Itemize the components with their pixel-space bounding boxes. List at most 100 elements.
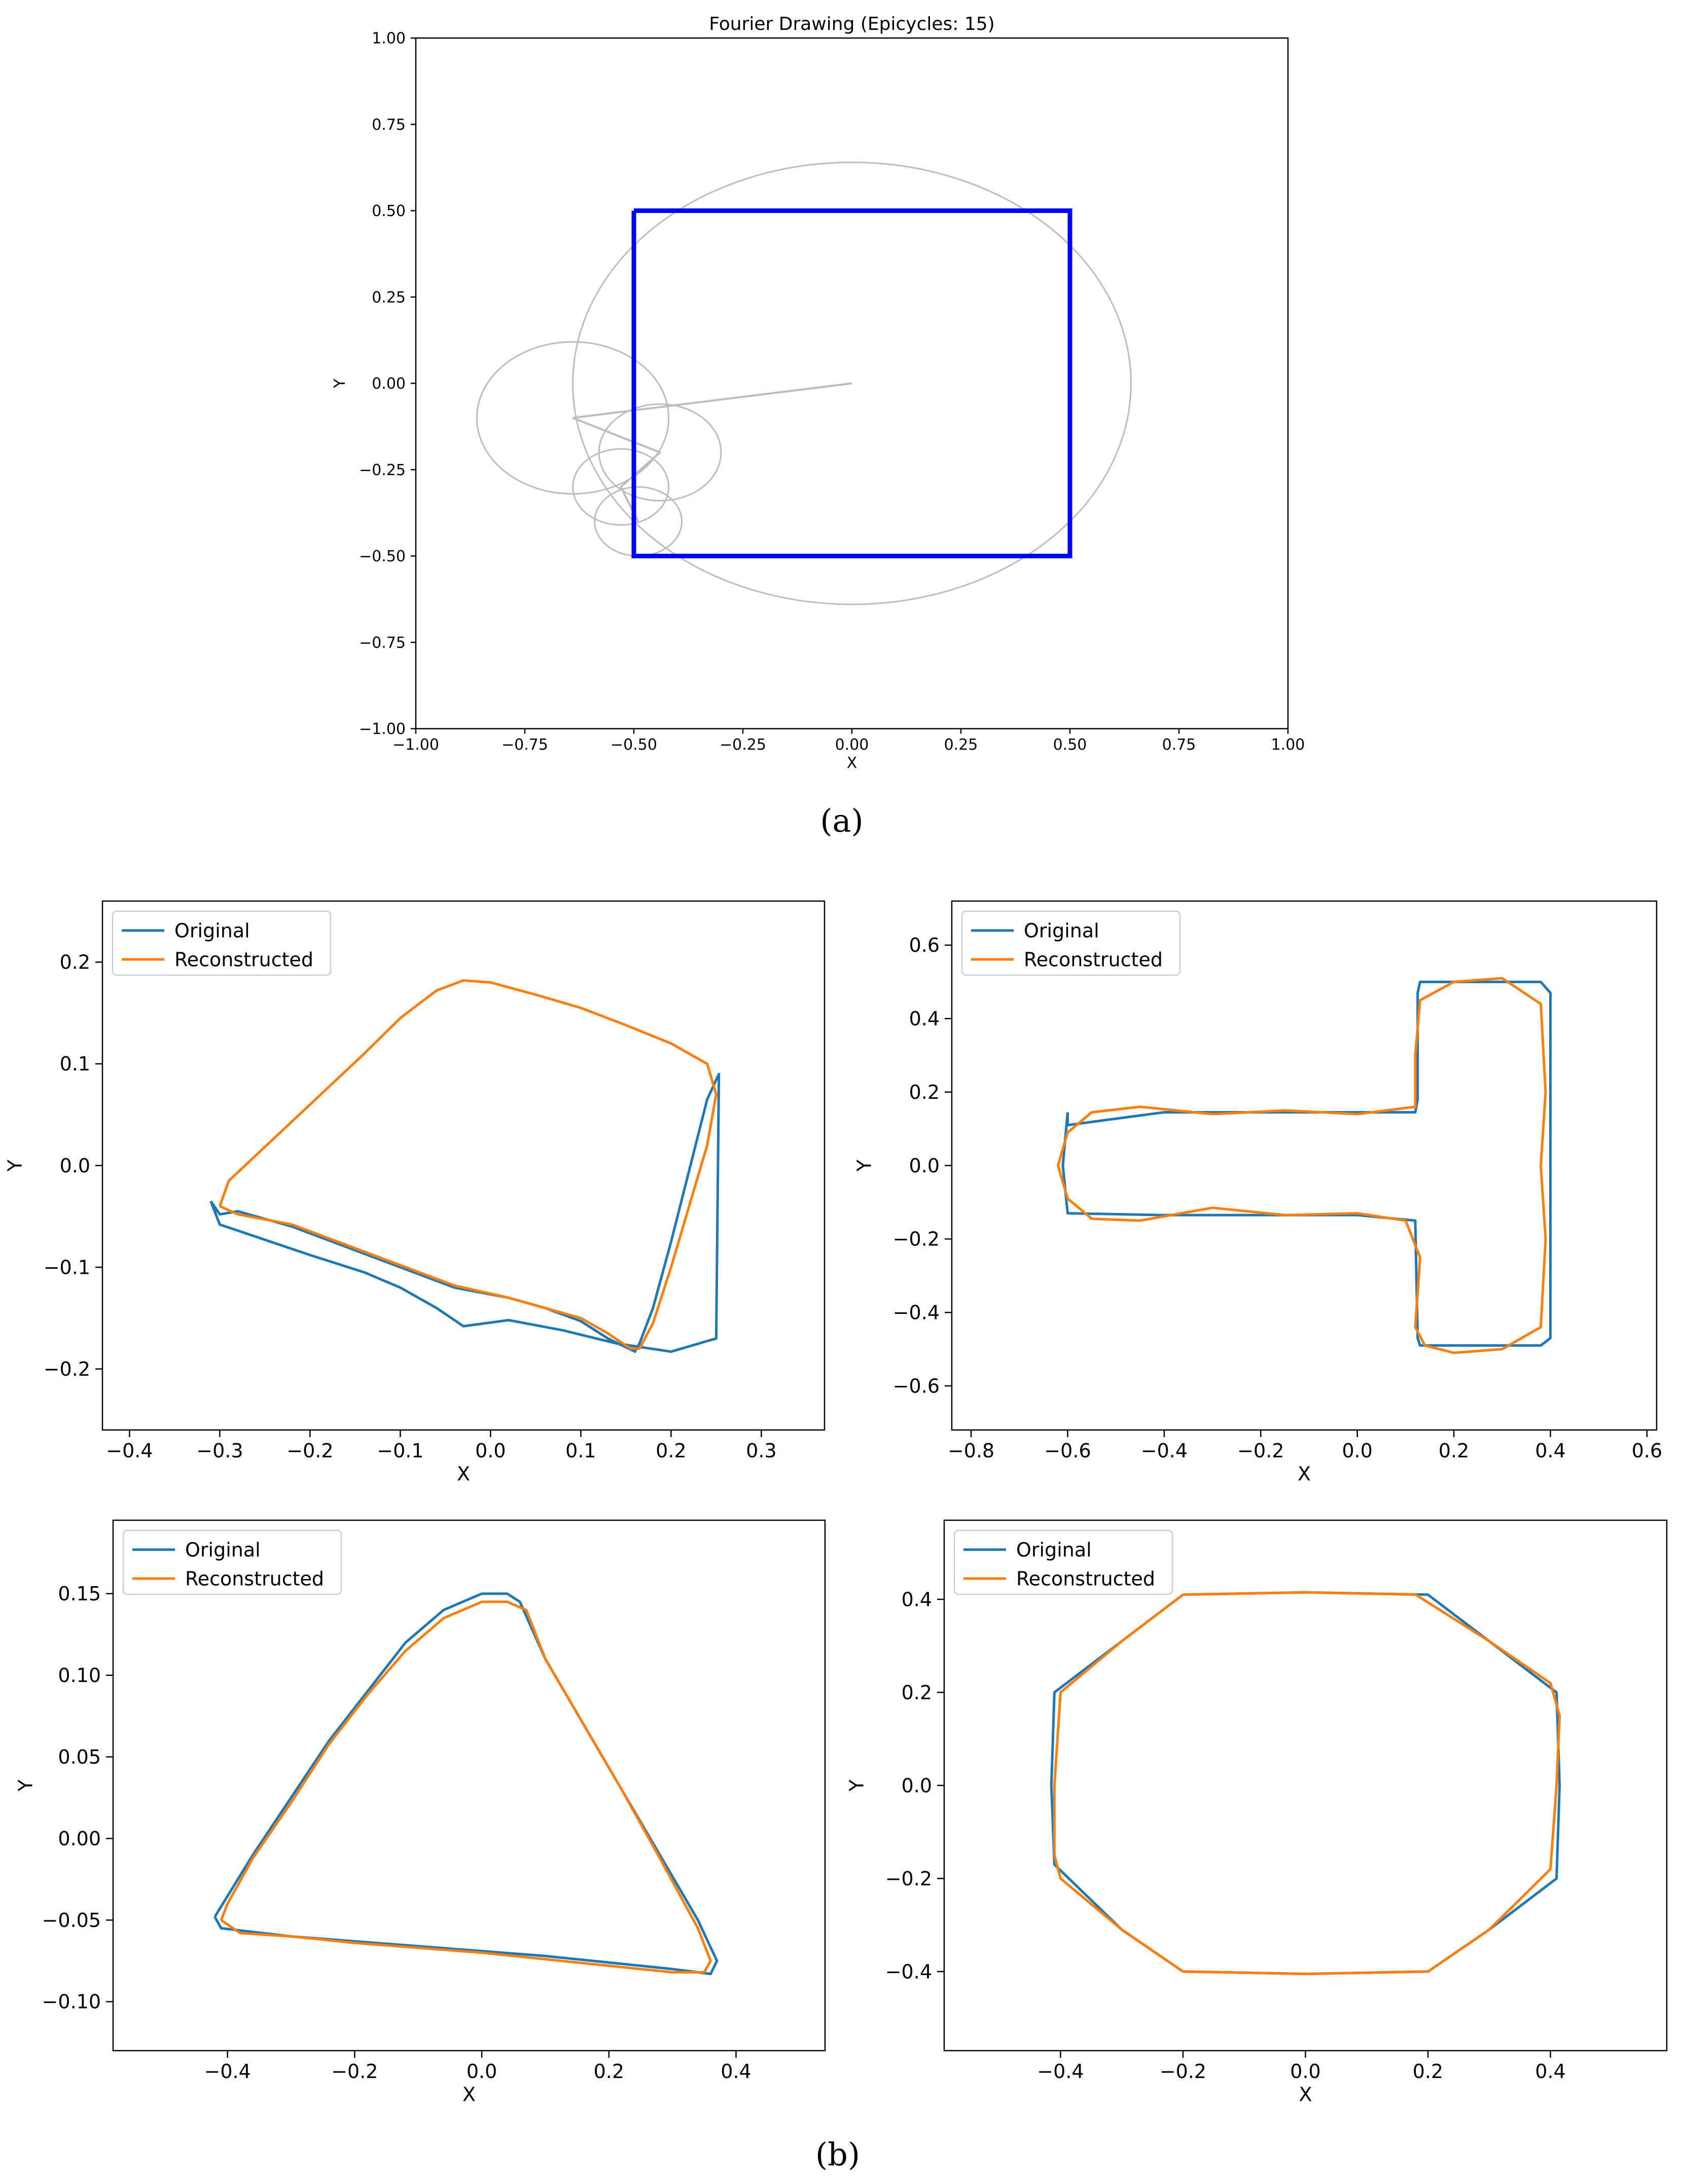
- x-tick-label: 0.2: [594, 2060, 624, 2083]
- x-tick-label: 0.0: [475, 1440, 506, 1462]
- x-tick-label: 0.0: [1342, 1440, 1373, 1462]
- panel-b4: −0.4 −0.2 0.0 0.2 0.4 −0.4 −0.2 0.0 0.2 0.4 X Y Orig…: [845, 1519, 1668, 2106]
- x-tick-label: −0.3: [196, 1440, 243, 1462]
- x-tick-label: −0.4: [106, 1440, 153, 1462]
- axes-frame: [112, 1519, 826, 2052]
- x-tick-label: 0.6: [1632, 1440, 1662, 1462]
- y-tick-label: −0.25: [359, 461, 406, 479]
- y-tick-label: −0.2: [885, 1868, 932, 1890]
- x-tick-label: 0.2: [656, 1440, 686, 1462]
- plot-area: [1056, 977, 1552, 1354]
- y-axis-label: Y: [14, 1779, 37, 1792]
- legend-box: [961, 910, 1181, 976]
- y-tick-label: −0.6: [893, 1375, 940, 1397]
- x-axis-label: X: [1299, 2084, 1312, 2106]
- x-tick-label: −0.75: [501, 736, 548, 754]
- y-tick-label: 0.15: [58, 1583, 101, 1605]
- panel-b3: −0.4 −0.2 0.0 0.2 0.4 −0.10 −0.05 0.00 0.05 0.10 0…: [14, 1519, 826, 2106]
- y-axis-label: Y: [845, 1779, 868, 1792]
- y-tick-label: 0.0: [909, 1155, 940, 1177]
- legend-label-0: Original: [185, 1538, 261, 1561]
- y-tick-label: −0.4: [893, 1302, 940, 1324]
- x-axis-label: X: [457, 1463, 470, 1485]
- series-line-0: [1050, 1591, 1561, 1976]
- x-tick-label: 0.3: [746, 1440, 776, 1462]
- caption-a: (a): [820, 802, 863, 839]
- y-tick-label: 0.25: [372, 289, 406, 306]
- epicycle-circle-3: [572, 448, 670, 526]
- x-axis-label: X: [1298, 1463, 1311, 1485]
- y-axis-label: Y: [4, 1159, 26, 1172]
- epicycle-circle-0: [572, 161, 1132, 605]
- x-tick-label: 0.4: [1535, 2060, 1565, 2083]
- legend-box: [953, 1529, 1173, 1595]
- y-axis-label: Y: [853, 1159, 875, 1172]
- series-line-1: [219, 979, 718, 1350]
- x-tick-label: −0.2: [331, 2060, 378, 2083]
- x-tick-label: −0.4: [204, 2060, 251, 2083]
- y-tick-label: 0.6: [909, 934, 940, 956]
- x-tick-label: −0.6: [1044, 1440, 1091, 1462]
- series-line-1: [220, 1600, 712, 1974]
- x-tick-label: −0.2: [286, 1440, 333, 1462]
- plot-area: [476, 161, 1132, 605]
- x-tick-label: 0.75: [1162, 736, 1196, 754]
- x-tick-label: −0.2: [1160, 2060, 1206, 2083]
- legend-label-0: Original: [174, 919, 250, 942]
- y-tick-label: 0.2: [902, 1681, 932, 1704]
- plot-area: [209, 979, 721, 1353]
- x-tick-label: 1.00: [1271, 736, 1305, 754]
- legend-label-1: Reconstructed: [1016, 1567, 1155, 1590]
- series-line-0: [213, 1592, 719, 1976]
- plot-area: [213, 1592, 719, 1976]
- series-line-1: [1056, 977, 1547, 1354]
- x-tick-label: 0.50: [1053, 736, 1087, 754]
- legend-box: [112, 910, 332, 976]
- x-tick-label: 0.0: [1290, 2060, 1320, 2083]
- y-tick-label: −0.50: [359, 548, 406, 565]
- y-tick-label: 0.00: [58, 1828, 101, 1850]
- y-tick-label: 0.05: [58, 1746, 101, 1768]
- y-tick-label: 0.1: [60, 1053, 90, 1075]
- panel-b2: −0.8 −0.6 −0.4 −0.2 0.0 0.2 0.4 0.6 −0.6 −0.4 −0.2…: [853, 900, 1662, 1485]
- series-line-0: [209, 1072, 721, 1353]
- legend-label-1: Reconstructed: [174, 948, 313, 971]
- x-tick-label: 0.2: [1439, 1440, 1469, 1462]
- y-tick-label: −0.75: [359, 634, 406, 652]
- x-tick-label: −0.4: [1037, 2060, 1084, 2083]
- x-axis-label: X: [847, 755, 857, 772]
- x-axis-label: X: [462, 2084, 476, 2106]
- x-tick-label: 0.00: [835, 736, 869, 754]
- y-tick-label: −0.1: [44, 1256, 90, 1278]
- x-tick-label: −0.50: [611, 736, 657, 754]
- caption-b: (b): [815, 2136, 860, 2173]
- y-tick-label: 0.4: [902, 1588, 932, 1610]
- y-tick-label: 0.00: [372, 375, 406, 393]
- y-tick-label: −0.4: [885, 1960, 932, 1983]
- legend-label-1: Reconstructed: [1024, 948, 1163, 971]
- y-tick-label: 0.0: [60, 1155, 90, 1177]
- y-tick-label: 0.4: [909, 1008, 940, 1030]
- x-tick-label: 0.4: [1535, 1440, 1565, 1462]
- x-tick-label: 0.1: [565, 1440, 596, 1462]
- chart-title: Fourier Drawing (Epicycles: 15): [709, 14, 994, 34]
- y-tick-label: −1.00: [359, 721, 406, 738]
- plot-area: [1050, 1591, 1561, 1976]
- y-tick-label: −0.05: [42, 1909, 101, 1931]
- series-line-1: [1053, 1591, 1561, 1976]
- y-axis-label: Y: [331, 378, 349, 388]
- x-tick-label: −0.1: [377, 1440, 423, 1462]
- legend-label-0: Original: [1016, 1538, 1092, 1561]
- panel-b1: −0.4 −0.3 −0.2 −0.1 0.0 0.1 0.2 0.3 −0.2 −0.1 0.0 0…: [4, 900, 826, 1485]
- legend-label-0: Original: [1024, 919, 1099, 942]
- y-tick-label: 0.0: [902, 1774, 932, 1797]
- legend-box: [122, 1529, 342, 1595]
- square-path: [631, 208, 1072, 558]
- y-tick-label: 1.00: [372, 30, 406, 48]
- x-tick-label: −0.2: [1237, 1440, 1284, 1462]
- x-tick-label: 0.2: [1413, 2060, 1443, 2083]
- series-line-0: [1061, 980, 1552, 1347]
- panel-a: −1.00 −0.75 −0.50 −0.25 0.00 0.25 0.50 0.75 1.00…: [331, 14, 1305, 772]
- y-tick-label: 0.10: [58, 1664, 101, 1687]
